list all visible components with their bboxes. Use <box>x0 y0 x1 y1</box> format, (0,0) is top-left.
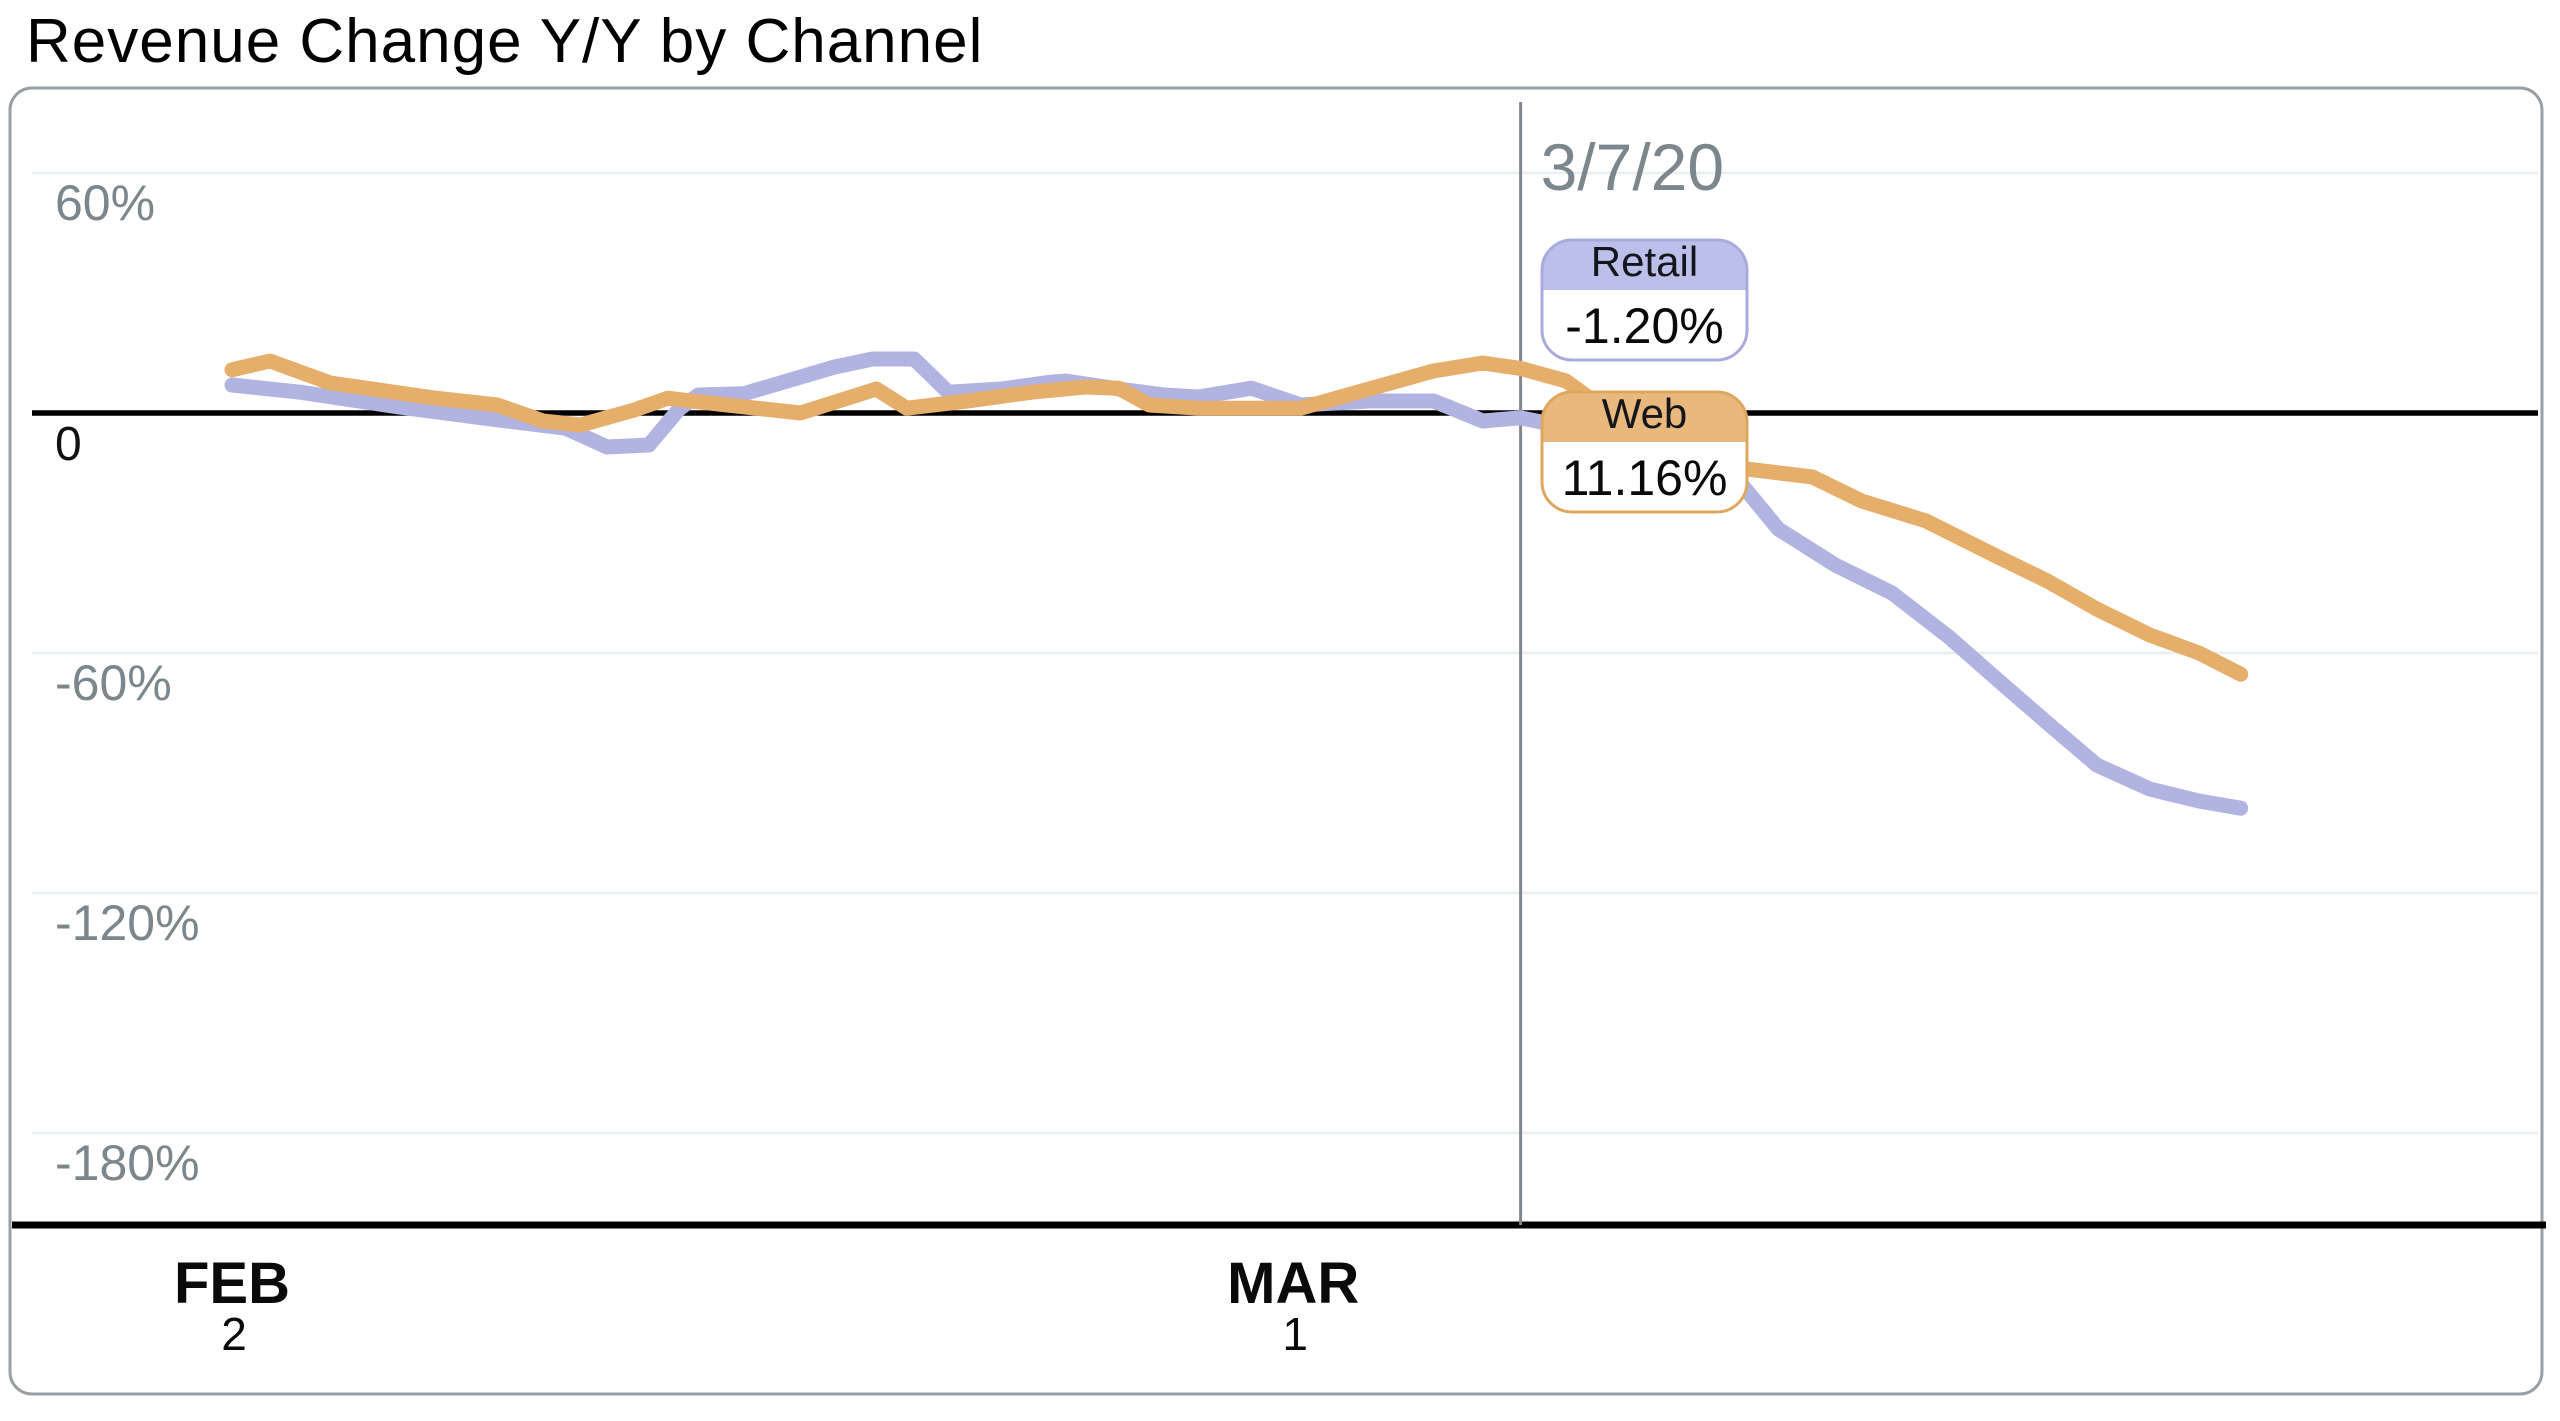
series-line-retail <box>224 351 2249 816</box>
chart-card <box>8 86 2544 1396</box>
tooltip-retail-frame <box>1540 238 1749 362</box>
y-tick-label--60%: -60% <box>55 655 172 711</box>
tooltip-web-body <box>1542 442 1747 512</box>
y-tick-label--180%: -180% <box>55 1135 200 1191</box>
tooltip-retail-header <box>1542 240 1747 290</box>
tooltip-web-header <box>1542 392 1747 442</box>
tooltip-web-value: 11.16% <box>1562 450 1728 506</box>
series-line-web <box>224 353 2249 682</box>
tooltip-retail: Retail -1.20% <box>1540 238 1749 362</box>
tooltip-retail-title: Retail <box>1591 238 1698 285</box>
tooltip-web-title: Web <box>1602 390 1688 437</box>
x-tick-month-mar: MAR <box>1227 1251 1359 1316</box>
y-tick-label--120%: -120% <box>55 895 200 951</box>
tooltip-web: Web 11.16% <box>1540 390 1749 514</box>
tooltip-retail-value: -1.20% <box>1565 298 1723 354</box>
tooltip-web-frame <box>1540 390 1749 514</box>
page-title: Revenue Change Y/Y by Channel <box>26 7 984 76</box>
x-tick-day-feb: 2 <box>221 1308 247 1360</box>
y-tick-label-0: 0 <box>55 418 82 471</box>
tooltip-retail-body <box>1542 290 1747 360</box>
y-tick-label-60%: 60% <box>55 175 155 231</box>
x-tick-day-mar: 1 <box>1282 1308 1308 1360</box>
x-tick-month-feb: FEB <box>174 1251 290 1316</box>
crosshair-date-label: 3/7/20 <box>1541 130 1725 204</box>
